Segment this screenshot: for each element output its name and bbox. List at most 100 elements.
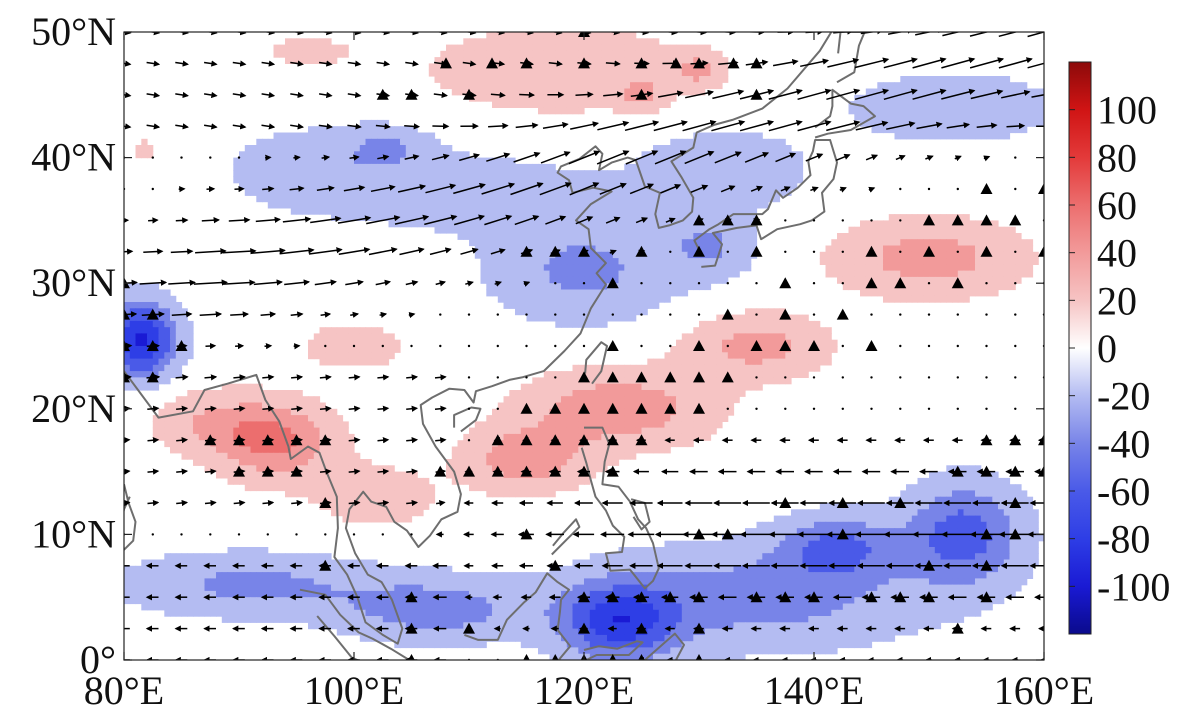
contour-cell bbox=[135, 145, 142, 152]
contour-cell bbox=[532, 440, 539, 448]
contour-cell bbox=[308, 207, 315, 215]
contour-cell bbox=[779, 352, 786, 360]
contour-cell bbox=[572, 207, 579, 215]
contour-cell bbox=[308, 50, 315, 58]
contour-cell bbox=[549, 32, 556, 39]
contour-cell bbox=[348, 170, 355, 178]
contour-cell bbox=[210, 408, 217, 416]
contour-cell bbox=[555, 270, 562, 278]
contour-cell bbox=[354, 132, 361, 140]
contour-cell bbox=[699, 383, 706, 391]
contour-cell bbox=[733, 182, 740, 190]
contour-cell bbox=[520, 32, 528, 39]
contour-cell bbox=[641, 390, 648, 397]
contour-cell bbox=[837, 245, 844, 253]
contour-cell bbox=[486, 163, 493, 171]
contour-cell bbox=[543, 239, 551, 247]
contour-cell bbox=[607, 264, 614, 272]
contour-cell bbox=[584, 364, 591, 372]
contour-cell bbox=[693, 270, 700, 278]
contour-cell bbox=[210, 446, 217, 454]
contour-cell bbox=[779, 320, 786, 328]
contour-cell bbox=[624, 239, 631, 247]
contour-cell bbox=[923, 283, 930, 291]
contour-cell bbox=[561, 63, 568, 71]
contour-cell bbox=[480, 258, 487, 265]
contour-cell bbox=[704, 132, 712, 140]
contour-cell bbox=[992, 132, 999, 140]
contour-cell bbox=[687, 226, 694, 234]
contour-cell bbox=[509, 101, 516, 108]
contour-cell bbox=[129, 377, 137, 385]
contour-cell bbox=[998, 233, 1005, 240]
contour-cell bbox=[543, 314, 551, 322]
contour-cell bbox=[388, 163, 395, 171]
contour-cell bbox=[647, 57, 654, 64]
contour-cell bbox=[940, 258, 947, 265]
contour-cell bbox=[612, 50, 620, 58]
contour-cell bbox=[779, 176, 786, 184]
contour-cell bbox=[285, 421, 292, 429]
contour-cell bbox=[745, 195, 752, 203]
contour-cell bbox=[687, 371, 694, 378]
contour-cell bbox=[262, 484, 269, 492]
contour-cell bbox=[687, 195, 694, 203]
contour-cell bbox=[750, 358, 758, 366]
contour-cell bbox=[440, 157, 447, 165]
contour-cell bbox=[722, 189, 729, 196]
contour-cell bbox=[492, 427, 499, 435]
contour-cell bbox=[187, 421, 194, 429]
contour-cell bbox=[497, 195, 505, 203]
contour-cell bbox=[727, 195, 735, 203]
contour-cell bbox=[279, 138, 286, 146]
contour-cell bbox=[308, 471, 315, 479]
contour-cell bbox=[676, 339, 683, 347]
contour-cell bbox=[779, 364, 786, 372]
contour-cell bbox=[549, 220, 556, 228]
contour-cell bbox=[578, 201, 585, 209]
contour-cell bbox=[434, 138, 441, 146]
contour-cell bbox=[992, 477, 999, 485]
contour-cell bbox=[934, 226, 942, 234]
contour-cell bbox=[371, 132, 378, 140]
contour-cell bbox=[532, 383, 539, 391]
contour-cell bbox=[727, 264, 735, 272]
contour-cell bbox=[434, 207, 441, 215]
contour-cell bbox=[681, 44, 689, 52]
contour-cell bbox=[520, 421, 528, 429]
contour-cell bbox=[538, 383, 545, 391]
contour-cell bbox=[141, 346, 148, 353]
contour-cell bbox=[716, 333, 723, 341]
contour-cell bbox=[313, 484, 321, 492]
contour-cell bbox=[814, 327, 821, 335]
contour-cell bbox=[446, 220, 453, 228]
contour-cell bbox=[601, 195, 608, 203]
contour-cell bbox=[877, 251, 884, 259]
contour-cell bbox=[722, 157, 729, 165]
contour-cell bbox=[676, 433, 683, 441]
contour-cell bbox=[865, 119, 873, 127]
contour-cell bbox=[969, 258, 976, 265]
contour-cell bbox=[463, 195, 470, 203]
contour-cell bbox=[319, 207, 326, 215]
contour-cell bbox=[543, 490, 551, 498]
contour-cell bbox=[739, 258, 746, 265]
contour-cell bbox=[687, 383, 694, 391]
contour-cell bbox=[722, 201, 729, 209]
contour-cell bbox=[359, 346, 367, 353]
contour-cell bbox=[486, 433, 493, 441]
contour-cell bbox=[710, 226, 717, 234]
contour-cell bbox=[440, 76, 447, 83]
contour-cell bbox=[411, 195, 418, 203]
contour-cell bbox=[589, 201, 597, 209]
contour-cell bbox=[630, 195, 637, 203]
contour-cell bbox=[446, 465, 453, 473]
contour-cell bbox=[158, 289, 165, 297]
contour-cell bbox=[975, 258, 982, 265]
contour-cell bbox=[710, 76, 717, 83]
contour-cell bbox=[1032, 94, 1039, 102]
contour-cell bbox=[607, 233, 614, 240]
contour-cell bbox=[480, 163, 487, 171]
contour-cell bbox=[601, 270, 608, 278]
contour-cell bbox=[302, 396, 309, 404]
